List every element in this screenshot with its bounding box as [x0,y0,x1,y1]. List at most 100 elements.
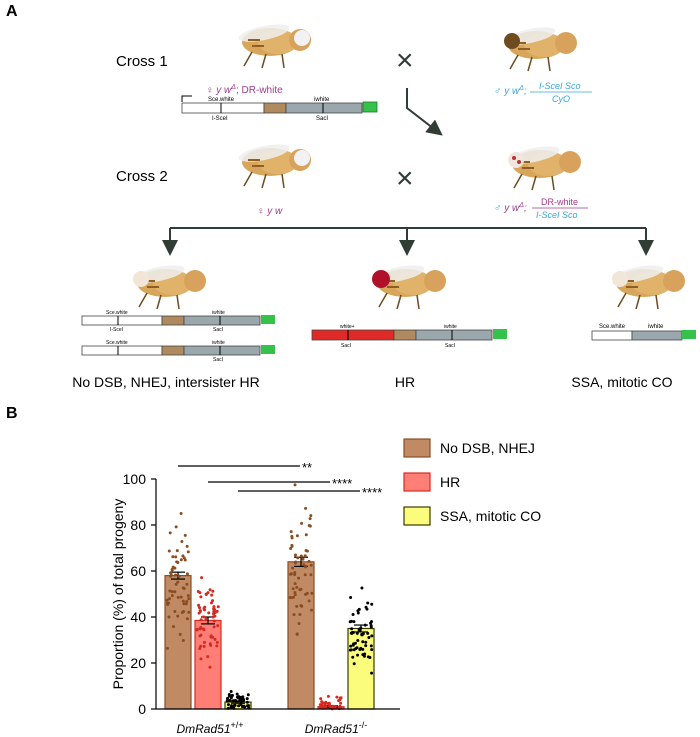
data-point [180,540,184,544]
data-point [369,644,373,648]
data-point [174,525,178,529]
data-point [364,640,368,644]
data-point [228,698,232,702]
data-point [348,648,352,652]
data-point [290,536,294,540]
dr-white-construct-cross1: Sce.white iwhite I-SceI SacI [181,95,378,122]
group-label-wt: DmRad51+/+ [176,720,243,736]
data-point [367,636,371,640]
data-point [230,704,234,708]
data-point [198,610,202,614]
outcome1b-saci-label: SacI [213,357,223,363]
data-point [351,613,355,617]
data-point [212,619,216,623]
data-point [337,699,341,703]
data-point [187,610,191,614]
data-point [172,625,176,629]
cross2-female-fly-image [236,139,312,189]
data-point [226,696,230,700]
group-label-mut: DmRad51-/- [305,720,368,736]
data-point [199,595,203,599]
data-point [356,653,360,657]
data-point [370,620,374,624]
sig-label-1: ** [302,460,312,475]
data-point [310,608,314,612]
data-point [370,602,374,606]
cross2-male-fly-image [506,141,582,191]
data-point [364,644,368,648]
data-point [292,613,296,617]
data-point [319,697,323,701]
data-point [202,644,206,648]
data-point [297,576,301,580]
data-point [305,549,309,553]
data-point [369,624,373,628]
data-point [202,606,206,610]
data-point [212,605,216,609]
data-point [335,695,339,699]
data-point [349,595,353,599]
data-point [204,617,208,621]
outcome1b-iwhite-label: iwhite [212,340,225,346]
data-point [237,704,241,708]
data-point [355,631,359,635]
data-point [303,554,307,558]
cross2-male-top: DR-white [541,197,578,207]
data-point [295,604,299,608]
outcome3-sce-white-label: Sce.white [599,324,626,330]
data-point [289,530,293,534]
legend-swatch-nhej [403,438,431,458]
data-point [309,573,313,577]
data-point [245,700,249,704]
cross2-x-symbol: × [396,162,414,195]
outcome1-iwhite-label: iwhite [212,310,225,316]
outcome1-fly-image [131,260,207,310]
panel-b-letter: B [6,405,18,422]
iwhite-label: iwhite [314,97,330,103]
svg-text:♂ y wΔ;: ♂ y wΔ; [494,85,527,97]
cross1-male-fly-image [502,22,578,73]
data-point [170,568,174,572]
outcome2-saci-label-2: SacI [445,343,455,349]
data-point [199,618,203,622]
sce-white-label: Sce.white [208,97,235,103]
data-point [173,590,177,594]
data-point [213,611,217,615]
data-point [167,597,171,601]
saci-label: SacI [316,116,328,122]
cross1-female-genotype: ♀ y wΔ; DR-white [206,84,283,96]
data-point [185,599,189,603]
cross2-male-bottom: I-SceI Sco [536,210,578,220]
data-point [184,602,188,606]
legend-label-hr: HR [440,474,460,490]
data-point [356,638,360,642]
outcome2-saci-label-1: SacI [341,343,351,349]
outcome3-construct: Sce.white iwhite [591,324,696,341]
data-point [349,644,353,648]
data-point [201,627,205,631]
data-point [290,544,294,548]
data-point [295,534,299,538]
data-point [239,699,243,703]
data-point [299,554,303,558]
data-point [301,557,305,561]
data-point [176,580,180,584]
sig-label-3: **** [362,485,382,500]
data-point [326,694,330,698]
data-point [201,615,205,619]
data-point [181,586,185,590]
data-point [199,626,203,630]
data-point [370,634,374,638]
data-point [303,573,307,577]
data-point [198,646,202,650]
data-point [186,594,190,598]
data-point [309,514,313,518]
data-point [352,642,356,646]
y-tick-label: 100 [123,471,147,487]
data-point [182,610,186,614]
data-point [352,620,356,624]
data-point [302,563,306,567]
legend-label-nhej: No DSB, NHEJ [440,440,535,456]
data-point [231,699,235,703]
outcome1-sce-white-label: Sce.white [106,310,128,316]
